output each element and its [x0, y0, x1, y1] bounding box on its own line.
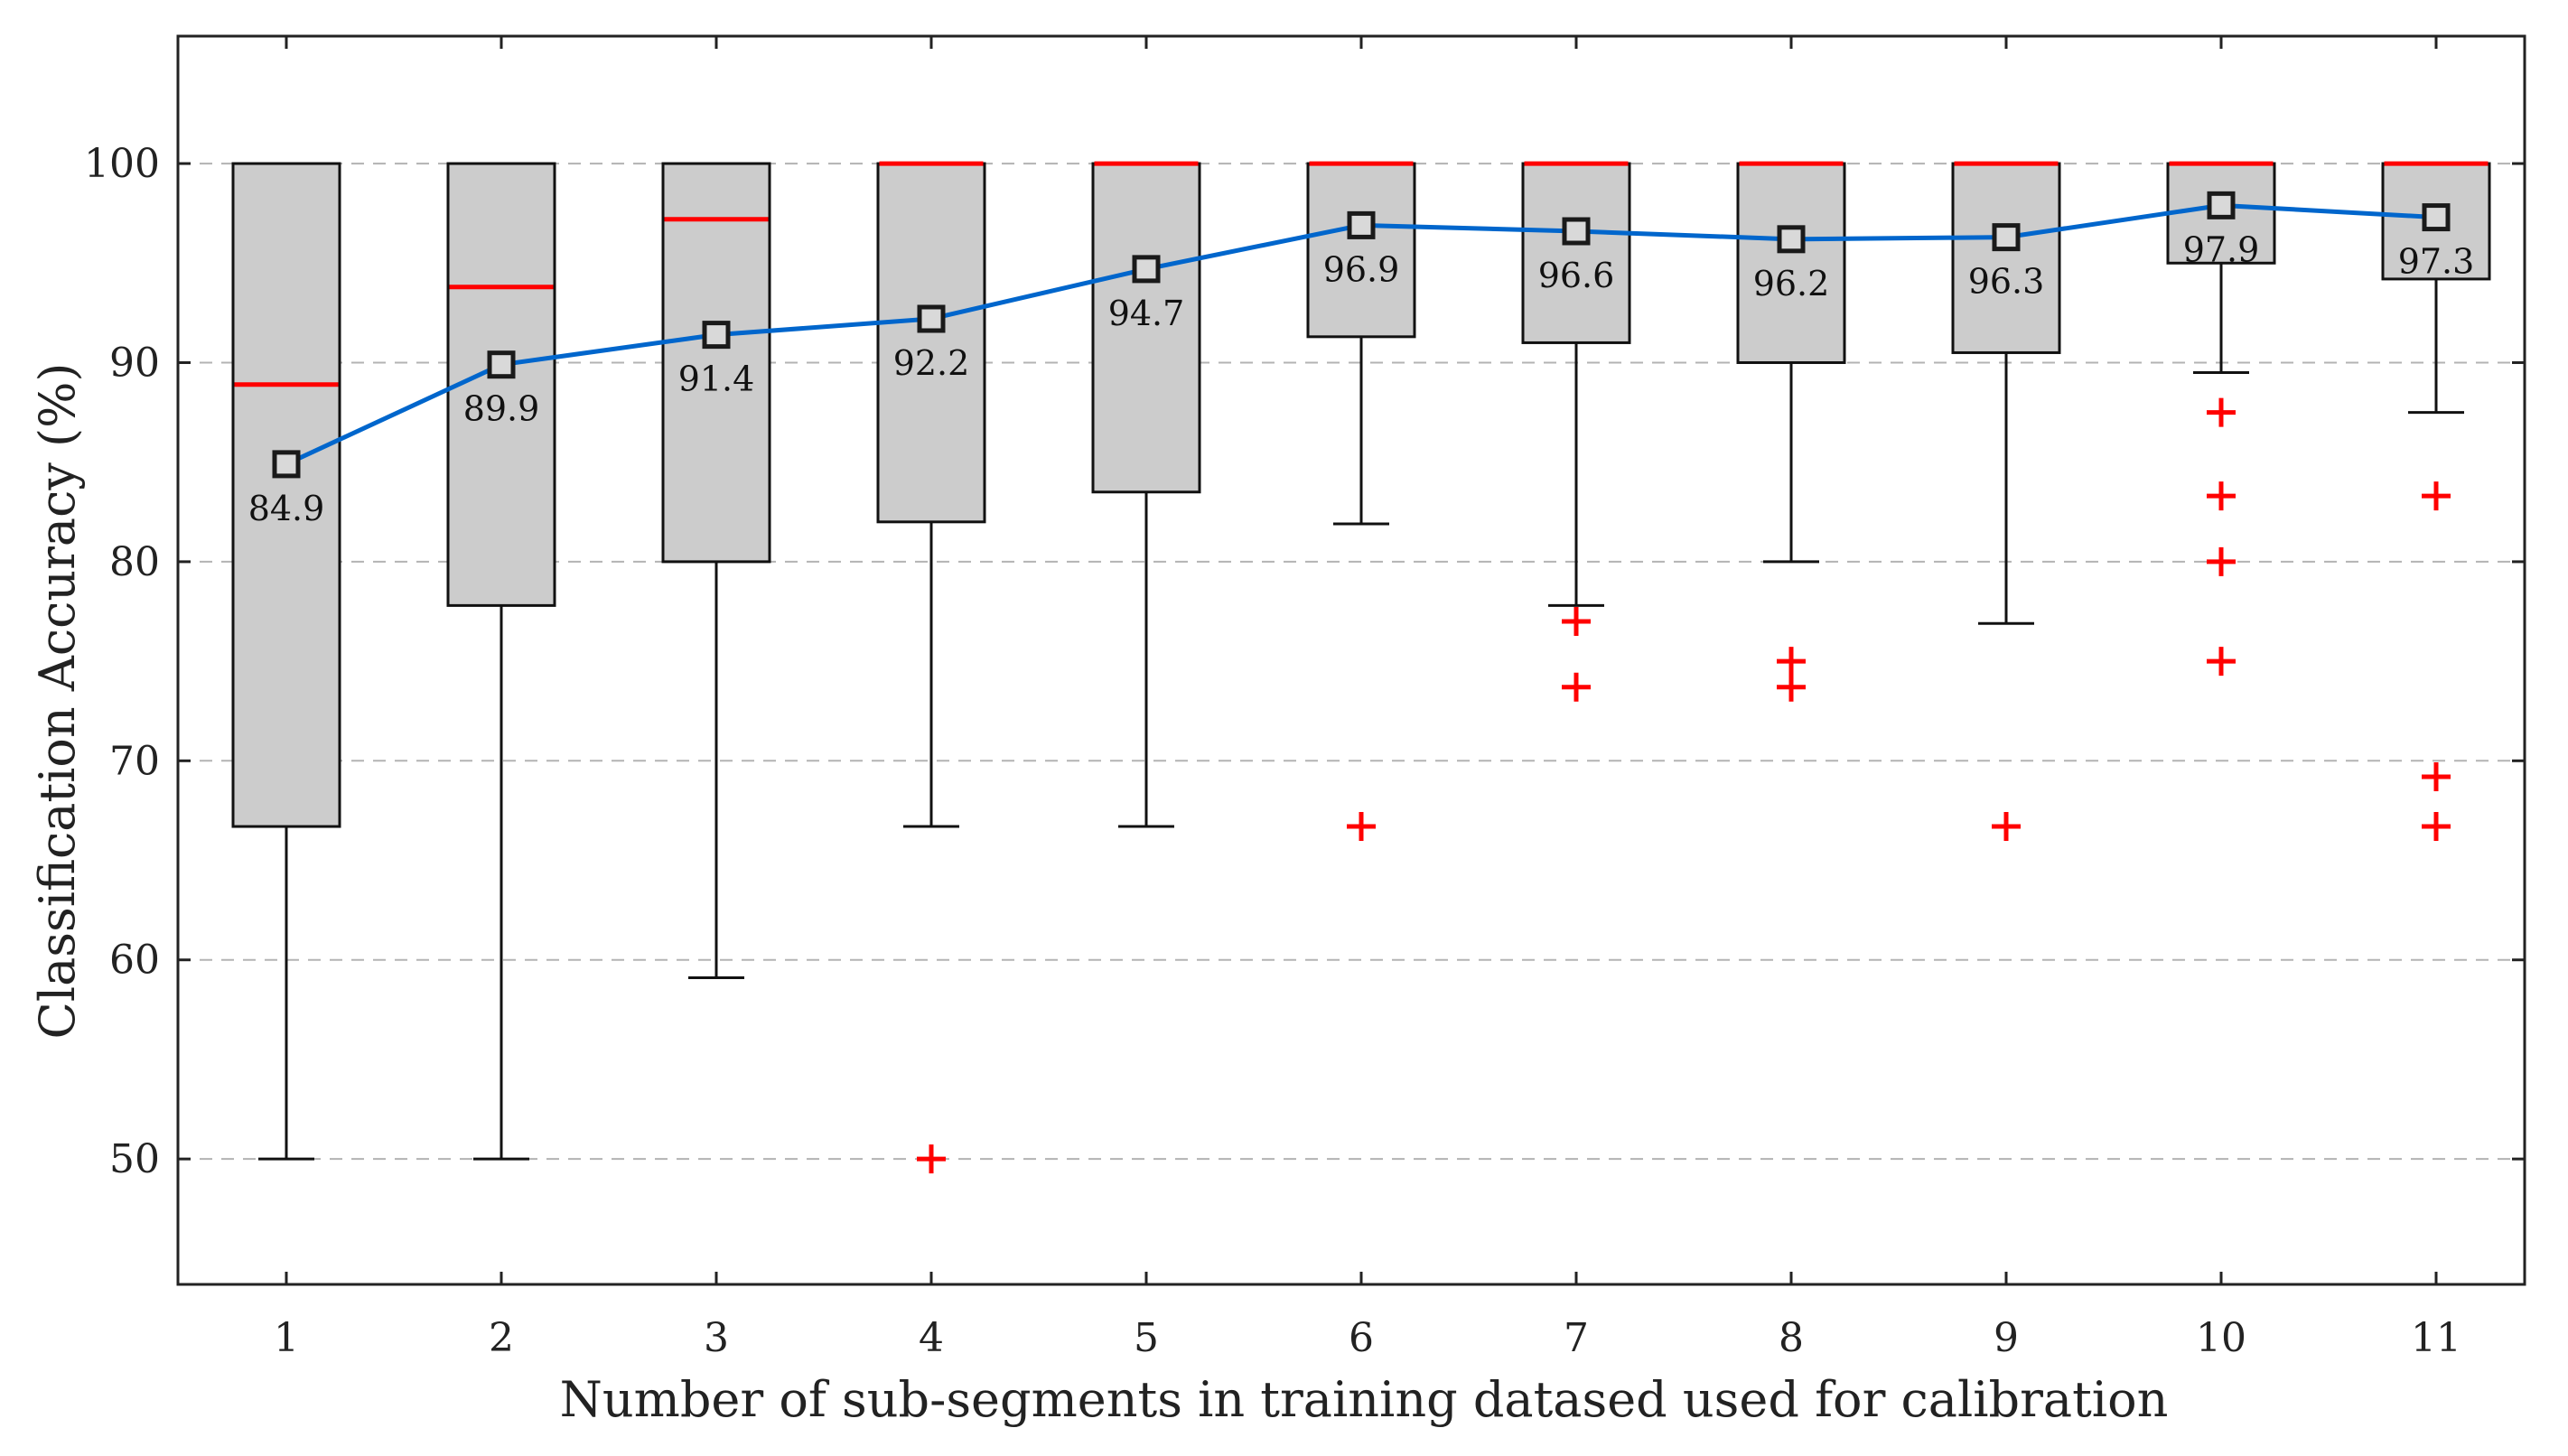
mean-marker	[1992, 223, 2021, 252]
outlier-marker	[2207, 647, 2236, 677]
mean-marker	[2207, 191, 2236, 219]
box-iqr	[1091, 162, 1201, 494]
x-tick-label: 3	[704, 1315, 729, 1361]
outlier-marker	[2207, 481, 2236, 511]
mean-label: 96.2	[1753, 264, 1830, 303]
boxes	[231, 161, 2491, 1161]
mean-marker	[1562, 217, 1591, 246]
outlier-marker	[2422, 761, 2451, 791]
mean-label: 96.6	[1538, 256, 1615, 295]
outlier-marker	[1992, 812, 2021, 842]
mean-marker	[2422, 203, 2451, 232]
outlier-marker	[1562, 607, 1591, 637]
box-group-9	[1951, 161, 2061, 625]
mean-marker	[272, 450, 301, 479]
x-tick-label: 8	[1779, 1315, 1804, 1361]
y-tick-label: 90	[109, 340, 160, 386]
x-tick-label: 7	[1564, 1315, 1589, 1361]
box-iqr	[1736, 162, 1846, 364]
y-tick-label: 60	[109, 938, 160, 984]
outlier-marker	[1347, 812, 1376, 842]
box-group-2	[446, 162, 556, 1161]
box-group-1	[231, 162, 341, 1161]
x-tick-label: 4	[919, 1315, 944, 1361]
outlier-marker	[2422, 812, 2451, 842]
plot-frame	[176, 34, 2526, 1286]
outlier-marker	[2422, 481, 2451, 511]
x-tick-label: 5	[1134, 1315, 1159, 1361]
box-iqr	[1521, 162, 1631, 344]
box-iqr	[231, 162, 341, 828]
mean-label: 84.9	[248, 489, 325, 528]
y-tick-label: 100	[84, 141, 160, 187]
mean-marker	[1347, 210, 1376, 239]
mean-label: 91.4	[678, 359, 755, 399]
box-group-4	[876, 161, 986, 828]
box-group-5	[1091, 161, 1201, 828]
x-axis-title: Number of sub-segments in training datas…	[560, 1371, 2169, 1428]
box-group-6	[1306, 161, 1416, 526]
box-group-8	[1736, 161, 1846, 564]
mean-label: 97.3	[2398, 242, 2475, 282]
y-tick-label: 50	[109, 1136, 160, 1182]
box-iqr	[1306, 162, 1416, 339]
outlier-marker	[1777, 647, 1806, 677]
mean-series: 84.9 89.9 91.4 92.2 94.7 96.9 96.6 96.2 96.3 97.9…	[248, 191, 2475, 528]
x-tick-label: 1	[274, 1315, 299, 1361]
mean-label: 96.3	[1968, 262, 2045, 302]
x-tick-label: 9	[1994, 1315, 2019, 1361]
y-tick-label: 70	[109, 738, 160, 784]
y-tick-label: 80	[109, 539, 160, 585]
outlier-marker	[2207, 397, 2236, 427]
mean-label: 89.9	[463, 389, 540, 429]
outlier-marker	[917, 1144, 946, 1174]
mean-label: 96.9	[1323, 249, 1400, 289]
mean-marker	[487, 350, 516, 379]
x-tick-label: 2	[489, 1315, 514, 1361]
x-tick-label: 10	[2196, 1315, 2246, 1361]
mean-label: 92.2	[893, 343, 970, 383]
x-tick-label: 11	[2411, 1315, 2461, 1361]
outliers	[917, 397, 2451, 1174]
y-axis-title: Classification Accuracy (%)	[29, 363, 86, 1040]
box-iqr	[446, 162, 556, 607]
x-tick-label: 6	[1349, 1315, 1374, 1361]
box-iqr	[661, 162, 771, 564]
outlier-marker	[1562, 672, 1591, 702]
axes: 50 60 70 80 90 100 1 2 3 4 5 6 7 8 9 10 11	[84, 36, 2525, 1361]
mean-marker	[702, 321, 731, 350]
box-group-3	[661, 162, 771, 980]
outlier-marker	[2207, 546, 2236, 576]
mean-label: 94.7	[1108, 294, 1185, 333]
box-iqr	[1951, 162, 2061, 354]
mean-marker	[917, 304, 946, 333]
box-iqr	[876, 162, 986, 524]
outlier-marker	[1777, 672, 1806, 702]
box-group-7	[1521, 161, 1631, 607]
mean-label: 97.9	[2183, 229, 2260, 269]
mean-marker	[1777, 225, 1806, 254]
mean-marker	[1132, 255, 1161, 284]
